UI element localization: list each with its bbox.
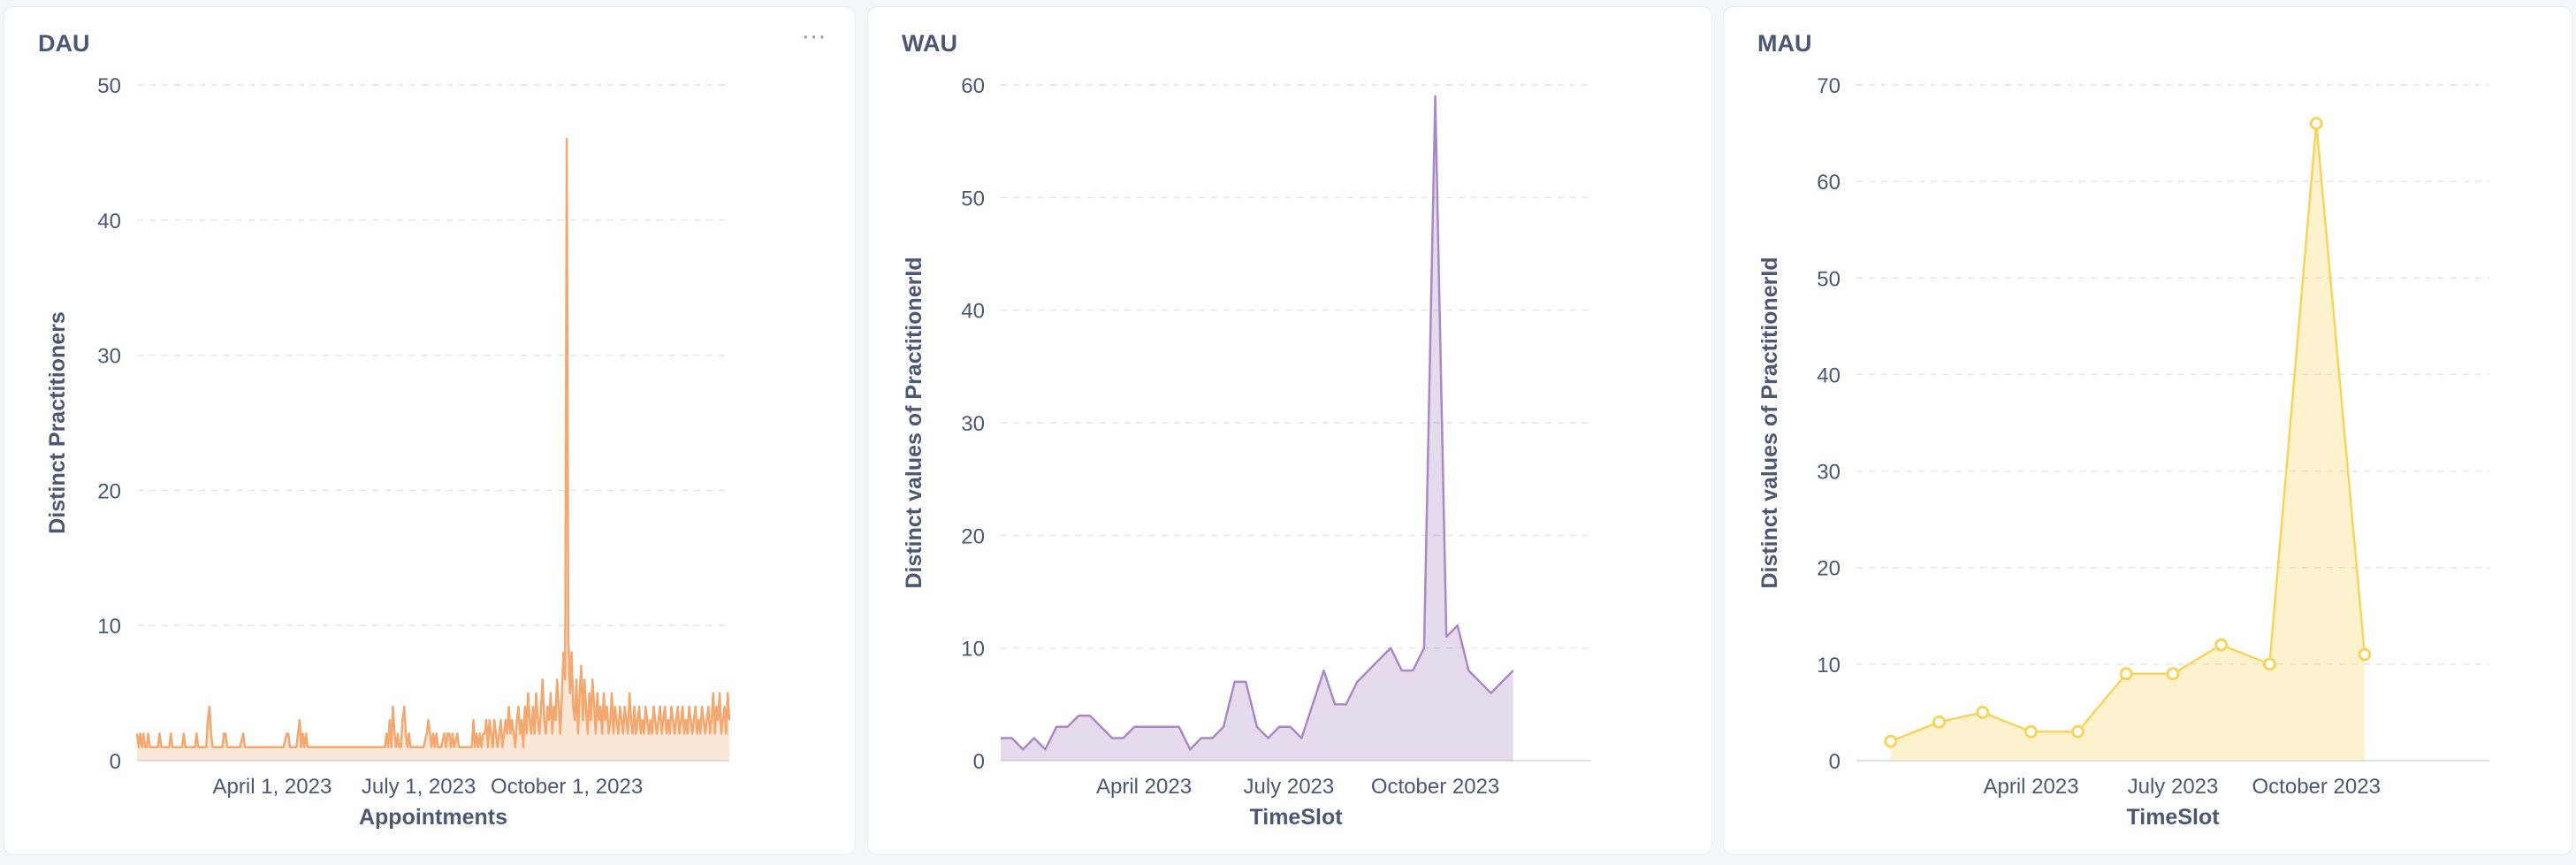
card-title: WAU (902, 30, 957, 57)
y-tick-label: 50 (97, 74, 121, 98)
series-line[interactable] (1001, 95, 1514, 751)
x-tick-label: July 1, 2023 (362, 775, 476, 799)
y-tick-label: 10 (97, 615, 121, 639)
data-point[interactable] (2070, 724, 2084, 739)
x-axis-label: Appointments (359, 805, 507, 830)
x-axis-label: TimeSlot (1249, 805, 1343, 830)
card-title: DAU (38, 30, 90, 57)
y-tick-label: 40 (961, 300, 985, 324)
x-tick-label: July 2023 (2128, 775, 2219, 799)
y-axis-label: Distinct values of PractitionerId (1757, 256, 1782, 588)
data-point[interactable] (1976, 705, 1990, 719)
data-point[interactable] (2262, 657, 2276, 671)
y-tick-label: 20 (97, 479, 121, 503)
mau-chart: 0 10 20 30 40 50 60 70 April 2023 July 2023 Octobe… (1757, 74, 2489, 830)
y-tick-label: 50 (1817, 267, 1841, 291)
card-title: MAU (1757, 30, 1812, 57)
data-point[interactable] (2024, 724, 2039, 739)
data-point[interactable] (2119, 667, 2133, 681)
y-tick-label: 40 (1817, 364, 1841, 387)
data-point[interactable] (2166, 667, 2180, 681)
x-tick-label: October 1, 2023 (491, 775, 643, 799)
y-tick-label: 50 (961, 187, 985, 211)
series-line[interactable] (135, 137, 731, 748)
x-tick-label: July 2023 (1244, 775, 1335, 799)
x-axis-label: TimeSlot (2126, 805, 2220, 830)
y-tick-label: 0 (973, 750, 985, 774)
y-tick-label: 70 (1817, 74, 1841, 98)
y-tick-label: 10 (1817, 654, 1841, 677)
data-point[interactable] (1932, 715, 1946, 729)
series-area (137, 139, 729, 761)
wau-chart: 0 10 20 30 40 50 60 April 2023 July 2023 October … (902, 74, 1591, 830)
data-point[interactable] (2309, 117, 2323, 131)
wau-card: WAU 0 10 20 30 40 50 60 April 2023 July 2023 Octo… (867, 6, 1712, 855)
mau-card: MAU 0 10 20 30 40 50 60 70 April 2023 July 2023 Oc… (1723, 6, 2572, 855)
x-tick-label: October 2023 (2252, 775, 2381, 799)
dau-chart: 0 10 20 30 40 50 April 1, 2023 July 1, 2023 Octo… (45, 74, 731, 830)
series-area (1890, 123, 2365, 761)
y-tick-label: 20 (1817, 557, 1841, 581)
x-tick-label: April 2023 (1983, 775, 2078, 799)
y-tick-label: 30 (961, 412, 985, 436)
y-tick-label: 60 (961, 74, 985, 98)
y-tick-label: 0 (1829, 750, 1841, 774)
x-tick-label: April 1, 2023 (213, 775, 332, 799)
y-axis-label: Distinct values of PractitionerId (902, 256, 926, 588)
x-tick-label: October 2023 (1371, 775, 1499, 799)
y-tick-label: 60 (1817, 171, 1841, 195)
data-point[interactable] (2358, 647, 2372, 662)
x-tick-label: April 2023 (1096, 775, 1192, 799)
y-tick-label: 20 (961, 524, 985, 548)
data-point[interactable] (1884, 734, 1898, 748)
dau-card: DAU ··· 0 10 20 30 40 50 April 1, 2023 July 1, … (4, 6, 856, 855)
y-tick-label: 30 (97, 345, 121, 369)
series-area (1001, 96, 1513, 762)
data-point[interactable] (2214, 638, 2229, 652)
y-tick-label: 40 (97, 210, 121, 233)
y-tick-label: 10 (961, 638, 985, 662)
ellipsis-icon[interactable]: ··· (802, 25, 827, 51)
y-tick-label: 0 (110, 750, 121, 774)
y-tick-label: 30 (1817, 461, 1841, 485)
y-axis-label: Distinct Practitioners (45, 311, 70, 533)
